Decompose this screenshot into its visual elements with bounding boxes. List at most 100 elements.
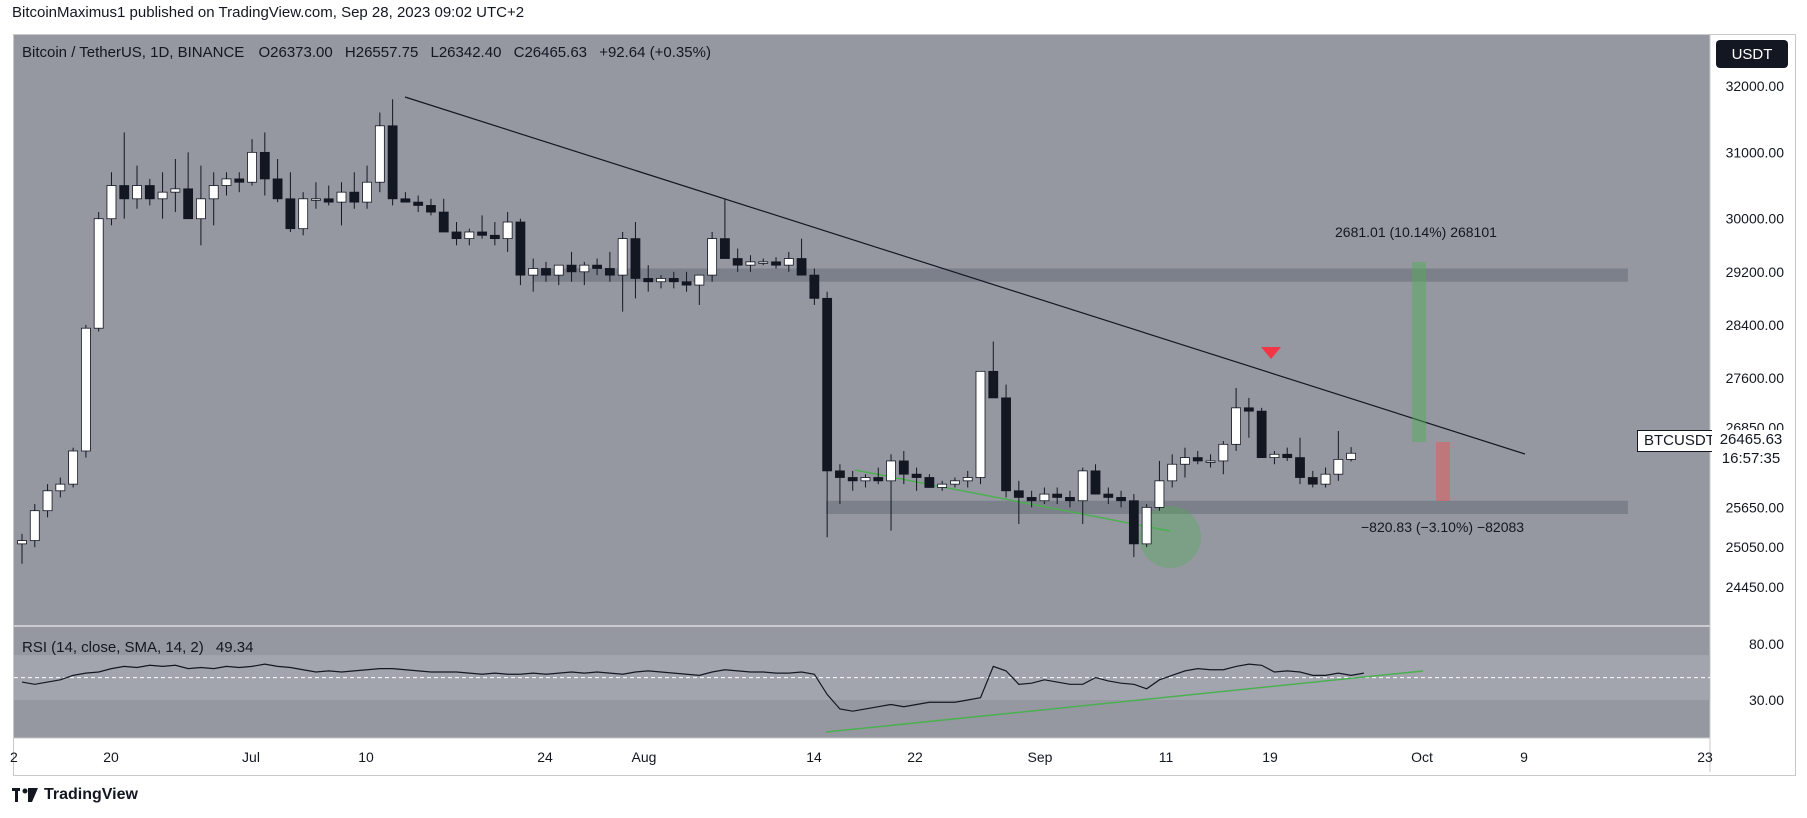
- candle-body: [975, 370, 986, 478]
- candle-body: [783, 258, 794, 266]
- time-tick-label: 23: [1697, 749, 1713, 765]
- publish-header: BitcoinMaximus1 published on TradingView…: [12, 4, 525, 21]
- high-value: 26557.75: [355, 44, 419, 61]
- time-tick-label: 14: [806, 749, 822, 765]
- candle-body: [962, 477, 973, 482]
- candle-body: [1269, 453, 1280, 459]
- candle-body: [911, 473, 922, 478]
- candle-body: [553, 264, 564, 276]
- candle-body: [1167, 463, 1178, 482]
- bar-countdown: 16:57:35: [1721, 450, 1781, 467]
- resistance-zone: [533, 268, 1628, 282]
- candle-body: [1205, 460, 1216, 463]
- candle-body: [259, 151, 270, 180]
- tradingview-footer[interactable]: TradingView: [12, 786, 138, 804]
- candle-body: [579, 264, 590, 273]
- rsi-divergence-line: [825, 670, 1424, 733]
- time-tick-label: 19: [1262, 749, 1278, 765]
- candle-body: [1243, 407, 1254, 412]
- candle-body: [387, 125, 398, 200]
- candle-body: [362, 181, 372, 203]
- rsi-value: 49.34: [215, 639, 254, 656]
- candle-body: [1001, 397, 1011, 492]
- price-tick-label: 24450.00: [1726, 579, 1785, 595]
- candle-body: [426, 205, 436, 213]
- candle-body: [898, 460, 909, 475]
- time-tick-label: 20: [103, 749, 119, 765]
- candle-body: [1231, 407, 1241, 445]
- measure-up-label: 2681.01 (10.14%) 268101: [1335, 224, 1497, 240]
- candle-body: [604, 268, 615, 276]
- candle-body: [1180, 457, 1190, 465]
- rejection-marker: [1261, 347, 1281, 359]
- candle-body: [617, 238, 628, 276]
- candle-body: [809, 274, 820, 299]
- ohlc-legend: Bitcoin / TetherUS, 1D, BINANCE O26373.0…: [22, 44, 719, 61]
- candle-body: [541, 268, 551, 276]
- candle-body: [55, 483, 66, 492]
- symbol-title: Bitcoin / TetherUS, 1D, BINANCE: [22, 44, 245, 61]
- price-tick-label: 30000.00: [1726, 211, 1785, 227]
- candle-body: [183, 188, 194, 220]
- candle-body: [106, 185, 117, 220]
- candle-body: [1333, 458, 1344, 475]
- candle-body: [1065, 497, 1075, 502]
- candle-body: [835, 470, 845, 478]
- close-label: C: [513, 44, 525, 61]
- candle-body: [822, 297, 833, 472]
- candle-body: [1256, 410, 1267, 459]
- candle-body: [477, 231, 487, 236]
- candle-body: [93, 218, 104, 329]
- candle-body: [1141, 506, 1152, 545]
- currency-button[interactable]: USDT: [1716, 40, 1788, 68]
- candle-body: [157, 191, 168, 200]
- candle-body: [528, 268, 539, 276]
- candle-body: [886, 460, 896, 482]
- candle-body: [656, 278, 666, 283]
- open-label: O: [258, 44, 271, 61]
- candle-body: [298, 198, 309, 230]
- candle-body: [668, 278, 679, 283]
- rsi-legend: RSI (14, close, SMA, 14, 2) 49.34: [22, 639, 261, 656]
- candle-body: [502, 221, 513, 240]
- candle-body: [1192, 457, 1203, 462]
- measure-down-label: −820.83 (−3.10%) −82083: [1361, 519, 1524, 535]
- rsi-line: [21, 663, 1365, 712]
- price-tick-label: 32000.00: [1726, 78, 1785, 94]
- candle-body: [438, 211, 449, 233]
- time-tick-label: 9: [1520, 749, 1528, 765]
- candle-body: [1295, 457, 1305, 478]
- time-tick-label: Sep: [1028, 749, 1053, 765]
- symbol-badge: BTCUSDT: [1637, 430, 1722, 452]
- candle-body: [374, 125, 385, 183]
- price-tick-label: 27600.00: [1726, 370, 1785, 386]
- candle-body: [349, 191, 360, 203]
- time-tick-label: 10: [358, 749, 374, 765]
- open-value: 26373.00: [270, 44, 333, 61]
- candle-body: [630, 238, 641, 279]
- candle-body: [566, 264, 577, 273]
- time-tick-label: Oct: [1411, 749, 1433, 765]
- candle-body: [285, 198, 296, 230]
- price-pane: [14, 35, 1710, 626]
- candle-body: [937, 483, 948, 488]
- candle-body: [1013, 490, 1024, 498]
- candle-body: [771, 261, 781, 266]
- candle-body: [745, 261, 756, 266]
- close-value: 26465.63: [524, 44, 588, 61]
- candle-body: [860, 477, 871, 482]
- candle-body: [17, 540, 27, 545]
- rsi-tick-label: 30.00: [1749, 692, 1784, 708]
- high-label: H: [344, 44, 356, 61]
- candle-body: [988, 370, 999, 399]
- price-tick-label: 25050.00: [1726, 539, 1785, 555]
- price-tick-label: 29200.00: [1726, 264, 1785, 280]
- support-zone: [826, 500, 1628, 515]
- candle-body: [323, 198, 334, 203]
- candle-body: [413, 201, 424, 206]
- candle-body: [489, 234, 500, 240]
- candle-body: [1218, 443, 1229, 462]
- candle-body: [950, 480, 960, 485]
- candle-body: [272, 178, 283, 200]
